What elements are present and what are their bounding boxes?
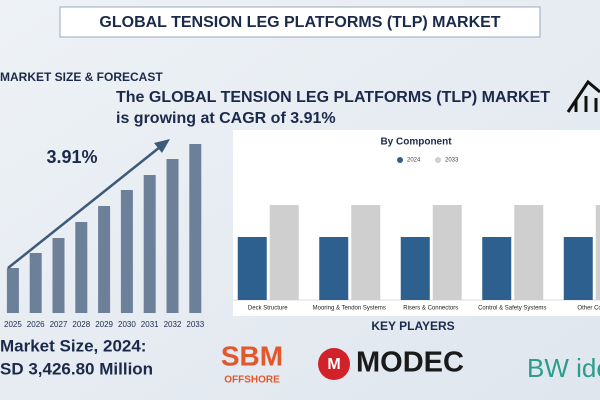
bar (75, 222, 88, 313)
x-tick-label: 2033 (186, 320, 204, 329)
x-tick-label: Mooring & Tendon Systems (313, 306, 386, 312)
legend-label: 2033 (445, 158, 459, 164)
key-players-title: KEY PLAYERS (371, 319, 454, 333)
bar (189, 144, 202, 313)
x-tick-label: 2026 (27, 320, 45, 329)
bar (166, 159, 179, 313)
logo: OFFSHORE (224, 375, 280, 386)
bar (514, 205, 544, 300)
bar (120, 190, 133, 313)
bar (269, 205, 299, 300)
bar (563, 237, 593, 300)
headline: is growing at CAGR of 3.91% (116, 110, 336, 127)
bar (432, 205, 462, 300)
bar (52, 238, 65, 313)
bar (319, 237, 349, 300)
bar (143, 175, 156, 313)
market-size-label: Market Size, 2024: (0, 336, 146, 355)
x-tick-label: 2027 (50, 320, 68, 329)
logo: MODEC (356, 347, 464, 379)
bar (6, 268, 19, 313)
x-tick-label: Control & Safety Systems (478, 306, 546, 312)
x-tick-label: Other Comp (577, 306, 600, 312)
bar (482, 237, 512, 300)
bar (98, 206, 111, 313)
logo-mark: M (327, 356, 340, 373)
legend-swatch (435, 157, 441, 163)
x-tick-label: Risers & Connectors (403, 306, 458, 312)
x-tick-label: 2032 (164, 320, 182, 329)
logo: SBM (221, 340, 283, 371)
x-tick-label: 2031 (141, 320, 159, 329)
bar (400, 237, 430, 300)
legend-label: 2024 (407, 158, 421, 164)
headline: The GLOBAL TENSION LEG PLATFORMS (TLP) M… (116, 89, 550, 106)
x-tick-label: 2025 (4, 320, 22, 329)
market-size-value: SD 3,426.80 Million (0, 359, 153, 378)
arrow-head (154, 139, 170, 153)
logo: BW ide (527, 353, 600, 383)
x-tick-label: 2029 (95, 320, 113, 329)
title-banner (59, 6, 541, 38)
x-tick-label: 2030 (118, 320, 136, 329)
section-title: MARKET SIZE & FORECAST (0, 70, 163, 84)
chart-title: By Component (380, 137, 452, 148)
bar (29, 253, 42, 313)
x-tick-label: Deck Structure (248, 306, 288, 312)
annotation: 3.91% (46, 147, 97, 167)
x-tick-label: 2028 (72, 320, 90, 329)
trend-arrow (7, 146, 161, 269)
bar (595, 205, 600, 300)
house-icon (566, 79, 600, 113)
bar (237, 237, 267, 300)
logo-mark (318, 348, 350, 380)
bar (351, 205, 381, 300)
legend-swatch (397, 157, 403, 163)
title: GLOBAL TENSION LEG PLATFORMS (TLP) MARKE… (99, 14, 500, 31)
